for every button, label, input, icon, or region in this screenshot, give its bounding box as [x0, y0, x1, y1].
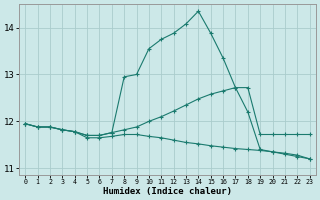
X-axis label: Humidex (Indice chaleur): Humidex (Indice chaleur) [103, 187, 232, 196]
